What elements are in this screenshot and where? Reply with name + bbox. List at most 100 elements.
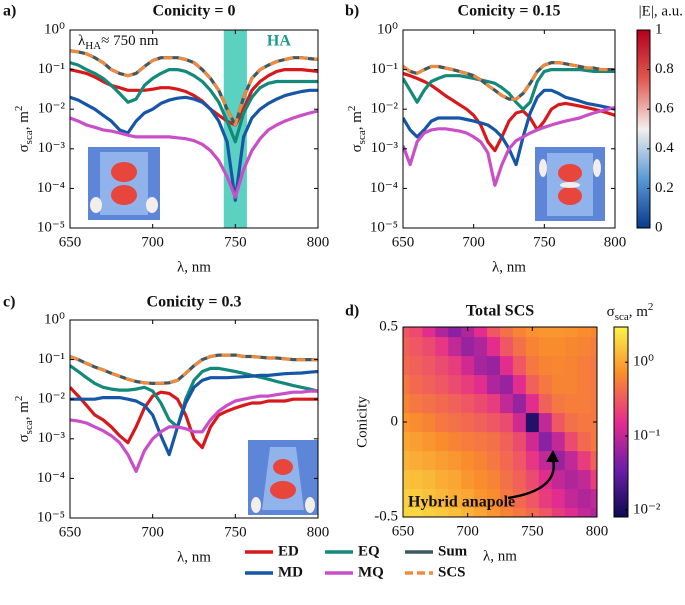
plot-frame (69, 29, 319, 229)
annotation-rest: ≈ 750 nm (101, 33, 159, 49)
x-tick-label: 700 (456, 523, 479, 539)
heatmap-cell (564, 336, 579, 357)
heatmap-cell (500, 469, 514, 490)
heatmap-cell (525, 374, 540, 395)
heatmap-cell (577, 488, 592, 509)
colorbar-tick-label: 0.2 (655, 180, 674, 196)
chart-title: Conicity = 0.3 (147, 294, 242, 311)
y-axis-label-rest: , m (349, 111, 365, 131)
heatmap-cell (590, 431, 597, 452)
heatmap-cell (538, 450, 553, 471)
y-axis-label-main: σ (349, 144, 365, 152)
heatmap-cell (422, 327, 436, 338)
heatmap-cell (564, 507, 579, 517)
y-axis-label-sub: sca (356, 130, 368, 144)
heatmap-cell (500, 327, 514, 338)
heatmap-cell (409, 374, 423, 395)
heatmap-cell (512, 507, 527, 517)
heatmap-cell (551, 469, 566, 490)
y-tick-label: 10⁻³ (38, 140, 66, 156)
y-axis-label-sub: sca (23, 130, 35, 144)
heatmap-cell (461, 450, 475, 471)
y-tick-label: 0 (391, 413, 399, 429)
heatmap-cell (422, 393, 436, 414)
panel-label: b) (345, 3, 359, 20)
panel-label: c) (3, 294, 15, 311)
heatmap-cell (448, 488, 462, 509)
x-tick-label: 750 (533, 234, 556, 250)
heatmap-cell (590, 374, 597, 395)
y-axis-label-rest: , m (16, 111, 32, 131)
y-axis-label-sup: 2 (13, 106, 25, 112)
heatmap-cell (564, 374, 579, 395)
x-axis-label: λ, nm (483, 548, 517, 564)
heatmap-cell (500, 507, 514, 517)
legend-label: Sum (438, 543, 468, 559)
heatmap-cell (474, 450, 488, 471)
inset-c (248, 440, 318, 515)
y-tick-label: 10⁻⁵ (37, 219, 65, 235)
heatmap-cell (590, 507, 597, 517)
heatmap-cell (538, 469, 553, 490)
heatmap-cell (577, 355, 592, 376)
annotation: λHA≈ 750 nm (78, 33, 159, 51)
heatmap-cell (564, 469, 579, 490)
legend-label: SCS (438, 564, 466, 580)
annotation-symbol: λ (78, 33, 86, 49)
heatmap-cell (487, 412, 501, 433)
heatmap-cell (577, 336, 592, 357)
heatmap-cell (448, 469, 462, 490)
heatmap-cell (487, 327, 501, 338)
colorbar-label-main: σ (607, 304, 615, 320)
y-tick-label: 10⁻⁴ (37, 470, 65, 486)
heatmap-cell (590, 327, 597, 338)
heatmap-cell (409, 327, 423, 338)
heatmap-cell (422, 431, 436, 452)
heatmap-cell (512, 450, 527, 471)
colorbar-tick-label: 0.6 (655, 101, 674, 117)
heatmap-cell (487, 469, 501, 490)
heatmap-cell (403, 431, 411, 452)
y-axis-label: Conicity (354, 396, 370, 448)
y-tick-label: 10⁻¹ (38, 61, 65, 77)
annotation-sub: HA (85, 40, 101, 52)
heatmap-cell (551, 393, 566, 414)
plot-frame (402, 29, 616, 229)
y-axis-label: σsca, m2 (346, 106, 368, 153)
heatmap-cell (500, 412, 514, 433)
colorbar-tick-label: 10⁰ (633, 354, 654, 370)
y-axis-label-sup: 2 (13, 396, 25, 402)
heatmap-cell (512, 412, 527, 433)
heatmap-cell (512, 374, 527, 395)
y-axis-label: σsca, m2 (13, 396, 35, 443)
x-tick-label: 800 (604, 234, 627, 250)
heatmap-cell (512, 488, 527, 509)
heatmap-cell (403, 336, 411, 357)
series-line: MQ (403, 106, 615, 187)
chart-title: Total SCS (466, 303, 534, 320)
colorbar-label-sup: 2 (648, 301, 654, 313)
heatmap-cell (461, 507, 475, 517)
heatmap-cell (590, 469, 597, 490)
x-tick-label: 650 (59, 234, 82, 250)
heatmap-cell (487, 393, 501, 414)
heatmap-cell (435, 336, 449, 357)
legend-label: EQ (358, 543, 380, 559)
heatmap-cell (448, 431, 462, 452)
heatmap-cell (474, 431, 488, 452)
heatmap-cell (435, 450, 449, 471)
inset-a (88, 147, 160, 220)
legend-label: ED (278, 543, 299, 559)
heatmap-cell (551, 327, 566, 338)
heatmap-cell (538, 488, 553, 509)
heatmap-cell (487, 488, 501, 509)
chart-title: Conicity = 0.15 (458, 3, 561, 20)
heatmap-cell (448, 450, 462, 471)
heatmap-cell (448, 412, 462, 433)
heatmap-cell (487, 507, 501, 517)
heatmap-cell (500, 488, 514, 509)
heatmap-cell (403, 450, 411, 471)
heatmap-cell (577, 374, 592, 395)
x-tick-label: 750 (224, 234, 247, 250)
